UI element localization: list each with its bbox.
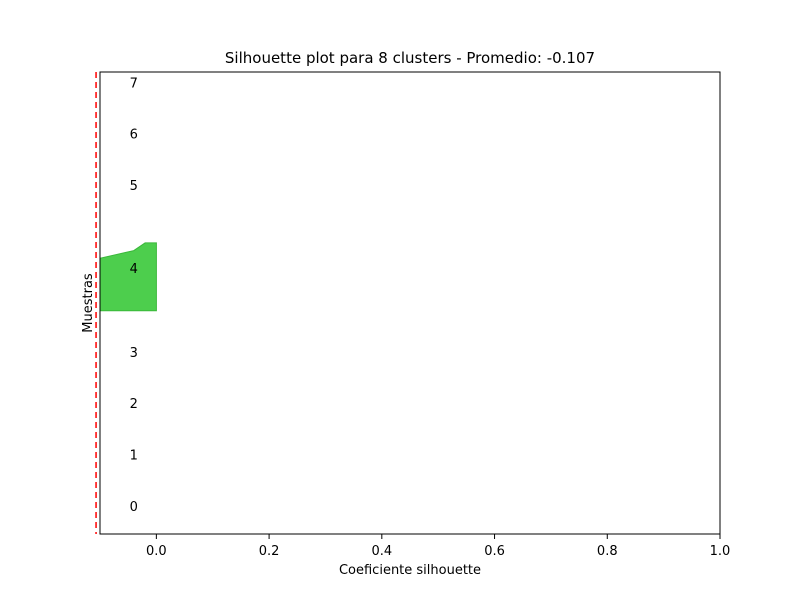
- cluster-label-5: 5: [130, 179, 138, 194]
- cluster-label-1: 1: [130, 448, 138, 463]
- cluster-label-3: 3: [130, 346, 138, 361]
- x-tick-label: 1.0: [710, 544, 731, 559]
- chart-title: Silhouette plot para 8 clusters - Promed…: [225, 49, 595, 67]
- cluster-label-6: 6: [130, 128, 138, 143]
- silhouette-area-cluster-4: [99, 242, 157, 312]
- cluster-label-7: 7: [130, 76, 138, 91]
- cluster-label-2: 2: [130, 397, 138, 412]
- x-tick-label: 0.6: [484, 544, 505, 559]
- x-tick-label: 0.0: [146, 544, 167, 559]
- plot-layer: [95, 72, 157, 534]
- x-tick-label: 0.8: [597, 544, 618, 559]
- x-axis-ticks: 0.0 0.2 0.4 0.6 0.8 1.0: [146, 534, 730, 559]
- y-axis-label: Muestras: [81, 273, 96, 333]
- cluster-labels: 0 1 2 3 4 5 6 7: [130, 76, 138, 515]
- plot-frame: [99, 71, 721, 535]
- cluster-label-0: 0: [130, 500, 138, 515]
- x-tick-label: 0.4: [371, 544, 392, 559]
- x-axis-label: Coeficiente silhouette: [339, 563, 481, 578]
- cluster-label-4: 4: [130, 262, 138, 277]
- x-tick-label: 0.2: [259, 544, 280, 559]
